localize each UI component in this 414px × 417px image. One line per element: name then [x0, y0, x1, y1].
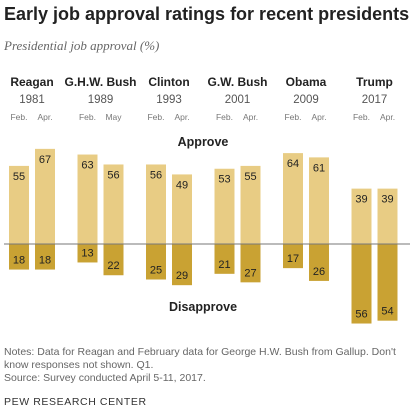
president-name-trump: Trump [356, 75, 393, 89]
month-label-g-w-bush-1: Apr. [243, 112, 258, 122]
approve-bar-reagan-1 [35, 148, 55, 244]
disapprove-bar-g-h-w-bush-1 [103, 244, 124, 276]
month-label-g-w-bush-0: Feb. [216, 112, 233, 122]
approve-value-trump-0: 39 [355, 194, 367, 206]
approve-label: Approve [178, 135, 229, 149]
approve-value-g-h-w-bush-0: 63 [81, 160, 93, 172]
approve-value-obama-0: 64 [287, 158, 299, 170]
month-label-trump-0: Feb. [353, 112, 370, 122]
approve-value-trump-1: 39 [381, 194, 393, 206]
disapprove-value-trump-1: 54 [381, 306, 393, 318]
month-label-g-h-w-bush-1: May [105, 112, 122, 122]
disapprove-value-reagan-1: 18 [39, 255, 51, 267]
chart-subtitle: Presidential job approval (%) [4, 38, 160, 53]
approve-bar-clinton-0 [146, 164, 166, 244]
approve-bar-obama-1 [309, 157, 329, 244]
disapprove-value-reagan-0: 18 [13, 255, 25, 267]
approve-value-reagan-0: 55 [13, 171, 25, 183]
disapprove-bar-g-w-bush-0 [214, 244, 235, 274]
approve-value-obama-1: 61 [313, 162, 325, 174]
disapprove-value-g-w-bush-1: 27 [244, 267, 256, 279]
approve-bar-trump-0 [351, 188, 372, 244]
president-year-clinton: 1993 [156, 94, 182, 106]
month-label-reagan-0: Feb. [10, 112, 27, 122]
president-year-g-w-bush: 2001 [225, 94, 251, 106]
disapprove-bar-trump-0 [351, 244, 372, 324]
approve-value-reagan-1: 67 [39, 154, 51, 166]
disapprove-bar-g-h-w-bush-0 [77, 244, 98, 263]
month-label-g-h-w-bush-0: Feb. [79, 112, 96, 122]
disapprove-bar-obama-1 [309, 244, 329, 281]
month-label-trump-1: Apr. [380, 112, 395, 122]
month-label-clinton-1: Apr. [174, 112, 189, 122]
disapprove-bar-trump-1 [377, 244, 398, 321]
president-name-clinton: Clinton [148, 75, 189, 89]
disapprove-value-obama-1: 26 [313, 266, 325, 278]
approve-value-g-w-bush-0: 53 [218, 174, 230, 186]
month-label-obama-1: Apr. [311, 112, 326, 122]
chart-notes: Notes: Data for Reagan and February data… [4, 346, 410, 385]
disapprove-value-g-h-w-bush-1: 22 [107, 260, 119, 272]
approve-bar-g-w-bush-1 [240, 165, 261, 244]
chart-title: Early job approval ratings for recent pr… [4, 4, 410, 24]
disapprove-value-obama-0: 17 [287, 253, 299, 265]
approve-value-g-h-w-bush-1: 56 [107, 169, 119, 181]
approve-value-clinton-1: 49 [176, 179, 188, 191]
president-year-g-h-w-bush: 1989 [88, 94, 114, 106]
approve-bar-g-w-bush-0 [214, 168, 235, 244]
president-name-obama: Obama [286, 75, 327, 89]
approve-bar-clinton-1 [172, 174, 192, 244]
approve-bar-reagan-0 [9, 165, 29, 244]
president-name-g-h-w-bush: G.H.W. Bush [65, 75, 137, 89]
president-year-obama: 2009 [293, 94, 319, 106]
disapprove-bar-clinton-1 [172, 244, 192, 286]
president-name-reagan: Reagan [10, 75, 53, 89]
approve-bar-obama-0 [283, 153, 303, 244]
approval-chart: Reagan 1981 Feb. 55 18 Apr. 67 18 G.H.W. Bush 198… [4, 75, 410, 324]
disapprove-value-clinton-0: 25 [150, 265, 162, 277]
president-year-trump: 2017 [362, 94, 388, 106]
disapprove-bar-reagan-1 [35, 244, 55, 270]
disapprove-value-g-w-bush-0: 21 [218, 259, 230, 271]
disapprove-value-clinton-1: 29 [176, 270, 188, 282]
president-name-g-w-bush: G.W. Bush [208, 75, 268, 89]
approve-bar-trump-1 [377, 188, 398, 244]
disapprove-value-g-h-w-bush-0: 13 [81, 247, 93, 259]
disapprove-bar-clinton-0 [146, 244, 166, 280]
notes-text: Notes: Data for Reagan and February data… [4, 346, 396, 371]
month-label-obama-0: Feb. [284, 112, 301, 122]
approve-bar-g-h-w-bush-1 [103, 164, 124, 244]
month-label-clinton-0: Feb. [147, 112, 164, 122]
approve-value-g-w-bush-1: 55 [244, 171, 256, 183]
president-year-reagan: 1981 [19, 94, 45, 106]
disapprove-bar-reagan-0 [9, 244, 29, 270]
disapprove-label: Disapprove [169, 300, 237, 314]
disapprove-bar-obama-0 [283, 244, 303, 269]
disapprove-bar-g-w-bush-1 [240, 244, 261, 283]
brand-logo-text: PEW RESEARCH CENTER [4, 396, 147, 408]
approve-bar-g-h-w-bush-0 [77, 154, 98, 244]
disapprove-value-trump-0: 56 [355, 309, 367, 321]
approve-value-clinton-0: 56 [150, 169, 162, 181]
month-label-reagan-1: Apr. [37, 112, 52, 122]
source-text: Source: Survey conducted April 5-11, 201… [4, 372, 206, 384]
